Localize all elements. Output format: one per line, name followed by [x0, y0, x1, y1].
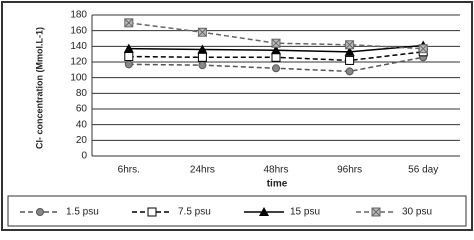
- marker: [271, 45, 281, 55]
- y-tick-label: 0: [81, 151, 87, 162]
- marker: [197, 52, 207, 62]
- marker: [36, 208, 44, 216]
- legend-label: 1.5 psu: [66, 207, 99, 218]
- y-axis-label: Cl- concentration (Mmol.L-1): [34, 27, 44, 149]
- marker: [371, 207, 381, 217]
- marker: [345, 67, 354, 76]
- marker: [344, 46, 355, 56]
- y-tick-label: 140: [70, 41, 87, 52]
- y-tick-label: 180: [70, 10, 87, 21]
- x-tick-label: 6hrs.: [118, 165, 140, 176]
- marker: [271, 52, 281, 62]
- marker: [197, 27, 207, 37]
- marker: [198, 61, 207, 70]
- marker: [272, 64, 280, 73]
- marker: [147, 207, 157, 217]
- chart: Cl- concentration (Mmol.L-1) time 0 20 40 6…: [1, 1, 473, 231]
- y-tick-label: 80: [76, 88, 88, 99]
- legend-label: 30 psu: [402, 207, 432, 218]
- marker: [197, 44, 208, 54]
- marker: [345, 40, 355, 50]
- marker: [345, 55, 355, 65]
- marker: [418, 44, 428, 54]
- legend-box: [7, 195, 467, 227]
- marker: [124, 60, 133, 69]
- legend-label: 7.5 psu: [178, 207, 211, 218]
- x-tick-label: 48hrs: [263, 165, 288, 176]
- legend-label: 15 psu: [290, 207, 320, 218]
- y-tick-label: 60: [76, 104, 88, 115]
- y-tick-label: 40: [76, 119, 88, 130]
- y-tick-label: 100: [70, 72, 87, 83]
- y-tick-label: 120: [70, 57, 87, 68]
- x-tick-label: 96hrs: [337, 165, 362, 176]
- marker: [259, 207, 269, 216]
- frame: [1, 1, 473, 231]
- x-tick-label: 56 day: [408, 165, 438, 176]
- marker: [271, 38, 281, 48]
- marker: [123, 43, 134, 53]
- marker: [124, 18, 134, 28]
- x-tick-label: 24hrs: [190, 165, 215, 176]
- x-axis-label: time: [267, 179, 288, 190]
- marker: [124, 52, 134, 62]
- y-tick-label: 160: [70, 25, 87, 36]
- y-tick-label: 20: [76, 135, 88, 146]
